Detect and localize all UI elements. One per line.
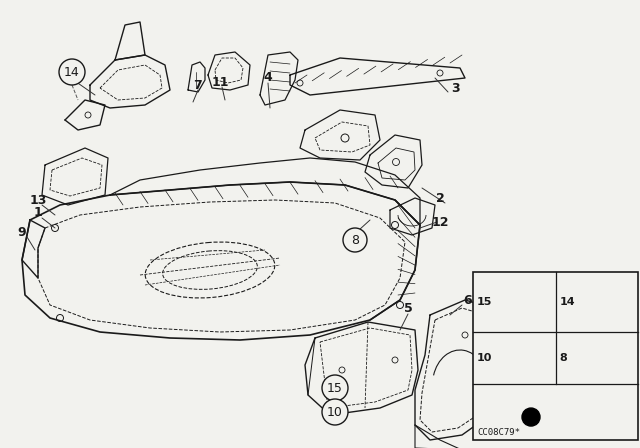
Text: CC08C79*: CC08C79* — [477, 427, 520, 436]
Text: 5: 5 — [404, 302, 412, 314]
Text: 15: 15 — [327, 382, 343, 395]
Circle shape — [583, 415, 607, 439]
Circle shape — [59, 59, 85, 85]
Text: 15: 15 — [477, 297, 492, 307]
Bar — [473, 272, 638, 440]
Text: 10: 10 — [477, 353, 492, 363]
Text: 3: 3 — [451, 82, 460, 95]
Text: 6: 6 — [464, 293, 472, 306]
Circle shape — [322, 375, 348, 401]
Text: 11: 11 — [211, 76, 228, 89]
Circle shape — [343, 228, 367, 252]
Text: 8: 8 — [559, 353, 567, 363]
Text: 13: 13 — [29, 194, 47, 207]
Text: 14: 14 — [64, 65, 80, 78]
Circle shape — [522, 408, 540, 426]
Text: 2: 2 — [436, 191, 444, 204]
Text: 8: 8 — [351, 233, 359, 246]
Text: 14: 14 — [559, 297, 575, 307]
Circle shape — [503, 415, 527, 439]
Text: 4: 4 — [264, 70, 273, 83]
Circle shape — [604, 295, 610, 301]
Text: 12: 12 — [431, 215, 449, 228]
Text: 1: 1 — [34, 206, 42, 219]
Text: 9: 9 — [18, 225, 26, 238]
Text: 7: 7 — [194, 78, 202, 91]
Circle shape — [322, 399, 348, 425]
Text: 10: 10 — [327, 405, 343, 418]
